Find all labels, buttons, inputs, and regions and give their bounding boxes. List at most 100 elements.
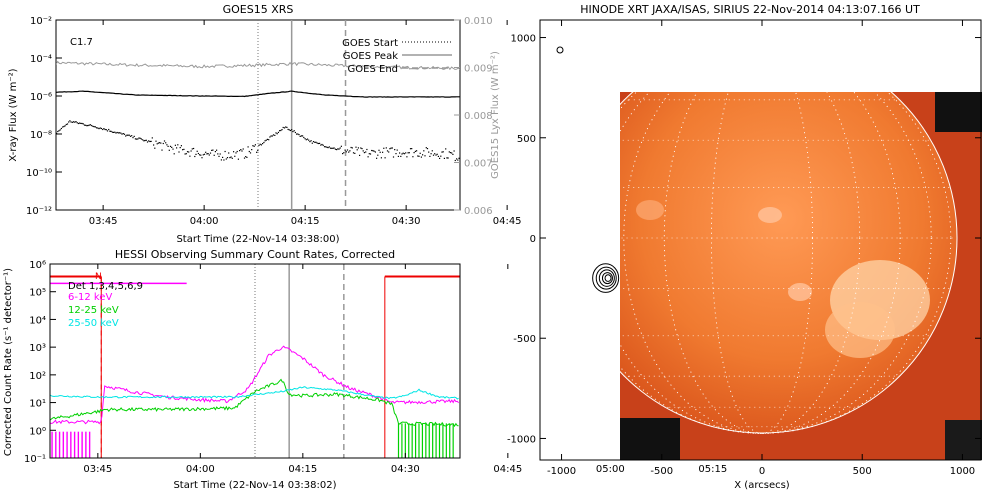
goes-short-channel-point [380,157,382,159]
goes-short-channel-point [216,149,218,151]
goes-short-channel-point [114,131,116,133]
xrt-corner-dark-bottom-left [620,418,680,460]
goes-short-channel-point [174,144,176,146]
hessi-y-tick-label: 10⁰ [29,426,46,437]
goes-short-channel-point [93,126,95,128]
goes-short-channel-point [213,154,215,156]
goes-short-channel-point [325,146,327,148]
goes-short-channel-point [373,150,375,152]
goes-short-channel-point [247,146,249,148]
goes-short-channel-point [63,125,65,128]
goes-short-channel-point [211,149,213,151]
goes-short-channel-point [350,146,352,149]
goes-short-channel-point [429,155,431,157]
goes-short-channel-point [363,152,365,154]
hessi-night-bars [50,275,460,458]
goes-short-channel-point [81,122,83,125]
goes-short-channel-point [374,151,376,153]
goes-short-channel-point [224,150,226,153]
goes-short-channel-point [83,124,86,126]
goes-short-channel-point [323,146,326,148]
goes-short-channel-point [459,158,460,160]
goes-y-tick-label: 10⁻⁴ [30,54,52,65]
goes-short-channel-point [106,130,109,132]
goes-short-channel-point [319,142,321,144]
goes-short-channel-point [151,137,153,139]
xrt-y-ticks: -1000 -500 0 500 1000 [507,34,981,445]
goes-short-channel-point [156,143,158,145]
goes-short-channel-point [134,138,136,140]
goes-short-channel-point [452,153,454,155]
rhessi-contours [592,263,620,293]
goes-short-channel-point [441,151,443,153]
goes-short-channel-point [264,140,266,142]
bright-point-east [636,200,664,220]
goes-short-channel-point [66,123,69,125]
goes-short-channel-point [336,149,338,151]
hessi-x-tick-label: 03:45 [83,464,112,475]
goes-short-channel-point [333,147,335,149]
goes-short-channel-point [77,122,79,125]
goes-short-channel-point [178,151,180,153]
hessi-legend: Det 1,3,4,5,6,9 6-12 keV 12-25 keV 25-50… [68,281,143,329]
goes-short-channel-point [448,151,450,153]
goes-short-channel-point [343,152,345,154]
goes-short-channel-point [256,151,258,153]
goes-short-channel-point [406,156,408,158]
goes-short-channel-point [359,154,361,156]
goes-short-channel-point [153,144,155,146]
goes-short-channel-point [182,149,184,151]
goes-short-channel-point [435,154,437,156]
goes-short-channel-point [75,121,77,123]
xrt-y-tick-label: 500 [517,134,536,145]
goes-short-channel-point [386,150,389,152]
goes-short-channel-point [98,128,100,130]
goes-short-channel-point [254,144,256,146]
goes-short-channel-point [262,143,264,145]
hessi-series-12-25-keV [50,378,459,428]
goes-short-channel-point [385,147,387,149]
goes-short-channel-point [428,151,430,153]
hessi-y-tick-label: 10⁴ [29,315,46,326]
goes-short-channel-point [110,130,112,132]
goes-short-channel-point [230,156,232,158]
goes-short-channel-point [191,148,193,150]
goes-short-channel-point [162,142,164,145]
goes-short-channel-point [394,149,396,151]
grid-meridian [620,92,932,434]
goes-short-channel-point [199,154,201,156]
goes-short-channel-point [446,157,448,159]
goes-short-channel-point [354,152,356,154]
goes-short-channel-point [91,125,93,127]
hessi-y-tick-label: 10⁵ [29,288,46,299]
goes-y-ticks: 10⁻¹² 10⁻¹⁰ 10⁻⁸ 10⁻⁶ 10⁻⁴ 10⁻² [26,16,62,217]
goes-x-tick-label: 04:45 [493,216,522,227]
goes-short-channel-point [414,150,416,152]
goes-short-channel-point [64,125,66,127]
goes-short-channel-point [188,151,190,153]
goes-short-channel-point [233,151,235,153]
goes-short-channel-point [209,152,212,154]
goes-short-channel-point [328,146,330,148]
hessi-y-ticks: 10⁻¹ 10⁰ 10¹ 10² 10³ 10⁴ 10⁵ 10⁶ [24,260,56,465]
goes-short-channel-point [342,153,344,155]
goes-short-channel-point [420,156,422,158]
xrt-y-tick-label: -1000 [507,434,536,445]
goes-short-channel-point [260,144,262,146]
goes-short-channel-point [327,147,329,149]
goes-short-channel-point [281,129,283,131]
goes-short-channel-point [92,125,94,127]
xrt-image [620,92,982,460]
goes-short-channel-point [275,132,277,134]
goes-short-channel-point [132,137,134,139]
goes-short-channel-point [236,150,238,153]
hessi-x-tick-label: 04:15 [288,464,317,475]
goes-short-channel-point [73,121,75,123]
goes-short-channel-point [140,138,142,140]
goes-short-channel-point [145,139,147,141]
goes-short-channel-point [367,156,369,158]
goes-short-channel-point [59,129,61,131]
goes-short-channel-point [352,152,355,154]
goes-short-channel-point [409,148,412,150]
goes-short-channel-point [205,151,207,153]
